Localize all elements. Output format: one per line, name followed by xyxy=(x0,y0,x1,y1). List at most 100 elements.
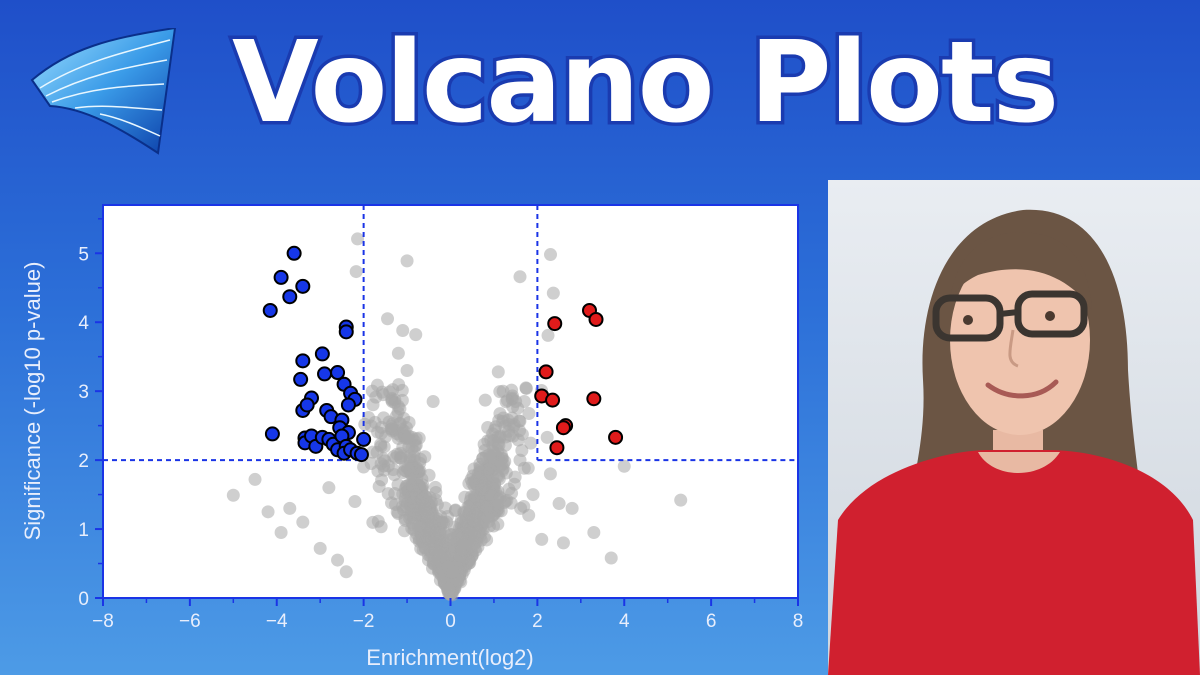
neutral-point xyxy=(440,515,454,529)
neutral-point xyxy=(283,501,297,515)
neutral-point xyxy=(348,494,362,508)
neutral-point xyxy=(526,488,540,502)
x-tick-label: 4 xyxy=(619,611,630,632)
y-tick-label: 4 xyxy=(78,313,89,334)
down-regulated-point xyxy=(286,245,302,261)
neutral-point xyxy=(483,461,497,475)
neutral-point xyxy=(543,467,557,481)
up-regulated-point xyxy=(555,420,571,436)
neutral-point xyxy=(484,489,498,503)
neutral-point xyxy=(430,498,444,512)
neutral-point xyxy=(494,448,508,462)
neutral-point xyxy=(400,254,414,268)
down-regulated-point xyxy=(340,397,356,413)
x-tick-label: −4 xyxy=(266,611,288,632)
up-regulated-point xyxy=(547,316,563,332)
neutral-point xyxy=(481,420,495,434)
neutral-point xyxy=(428,480,442,494)
neutral-point xyxy=(493,385,507,399)
neutral-point xyxy=(349,265,363,279)
y-tick-label: 5 xyxy=(78,244,89,265)
neutral-point xyxy=(502,482,516,496)
down-regulated-point xyxy=(262,302,278,318)
neutral-point xyxy=(426,395,440,408)
neutral-point xyxy=(394,446,408,460)
neutral-point xyxy=(226,488,240,502)
neutral-point xyxy=(517,395,531,408)
neutral-point xyxy=(351,232,365,246)
neutral-point xyxy=(419,490,433,504)
neutral-point xyxy=(552,497,566,511)
neutral-point xyxy=(331,553,345,567)
up-regulated-point xyxy=(608,429,624,445)
neutral-point xyxy=(544,248,558,262)
neutral-point xyxy=(453,574,467,588)
neutral-point xyxy=(383,385,397,399)
down-regulated-point xyxy=(356,431,372,447)
neutral-point xyxy=(366,398,380,412)
x-tick-label: −6 xyxy=(179,611,201,632)
neutral-point xyxy=(468,530,482,544)
neutral-point xyxy=(442,582,456,596)
x-tick-label: 0 xyxy=(445,611,456,632)
neutral-point xyxy=(274,526,288,539)
down-regulated-point xyxy=(330,365,346,381)
neutral-point xyxy=(395,383,409,397)
up-regulated-point xyxy=(545,392,561,408)
down-regulated-point xyxy=(338,324,354,340)
neutral-point xyxy=(565,501,579,515)
neutral-point xyxy=(450,530,464,544)
neutral-point xyxy=(540,430,554,444)
neutral-point xyxy=(541,328,555,342)
neutral-point xyxy=(508,470,522,484)
neutral-point xyxy=(604,551,618,565)
neutral-point xyxy=(513,453,527,467)
down-regulated-point xyxy=(295,353,311,369)
neutral-point xyxy=(515,427,529,441)
neutral-point xyxy=(496,414,510,428)
down-regulated-point xyxy=(314,346,330,362)
neutral-point xyxy=(546,286,560,300)
down-regulated-point xyxy=(273,269,289,285)
down-regulated-point xyxy=(264,426,280,442)
neutral-point xyxy=(421,510,435,524)
neutral-point xyxy=(491,436,505,450)
neutral-point xyxy=(481,434,495,448)
down-regulated-point xyxy=(317,366,333,382)
neutral-point xyxy=(556,536,570,550)
x-tick-label: 8 xyxy=(793,611,804,632)
up-regulated-point xyxy=(586,391,602,407)
x-tick-label: −8 xyxy=(92,611,114,632)
neutral-point xyxy=(479,500,493,514)
neutral-point xyxy=(339,565,353,579)
x-tick-label: −2 xyxy=(353,611,375,632)
neutral-point xyxy=(400,363,414,377)
neutral-point xyxy=(617,459,631,473)
neutral-point xyxy=(364,419,378,433)
y-tick-label: 3 xyxy=(78,382,89,403)
neutral-point xyxy=(261,505,275,519)
down-regulated-point xyxy=(293,371,309,387)
y-axis-label: Significance (-log10 p-value) xyxy=(20,262,45,541)
neutral-point xyxy=(405,479,419,493)
up-regulated-point xyxy=(538,364,554,380)
neutral-point xyxy=(366,515,380,529)
neutral-point xyxy=(522,406,536,420)
neutral-point xyxy=(504,496,518,510)
neutral-point xyxy=(396,323,410,337)
y-tick-label: 1 xyxy=(78,520,89,541)
down-regulated-point xyxy=(295,278,311,294)
neutral-point xyxy=(391,346,405,360)
presenter-portrait-icon xyxy=(828,180,1200,675)
neutral-point xyxy=(365,384,379,398)
neutral-point xyxy=(409,328,423,342)
neutral-point xyxy=(587,526,601,539)
neutral-point xyxy=(433,526,447,540)
neutral-point xyxy=(446,565,460,579)
neutral-point xyxy=(372,480,386,494)
neutral-point xyxy=(674,493,688,507)
neutral-point xyxy=(524,436,538,450)
neutral-point xyxy=(487,519,501,533)
neutral-point xyxy=(374,439,388,453)
up-regulated-point xyxy=(588,311,604,327)
